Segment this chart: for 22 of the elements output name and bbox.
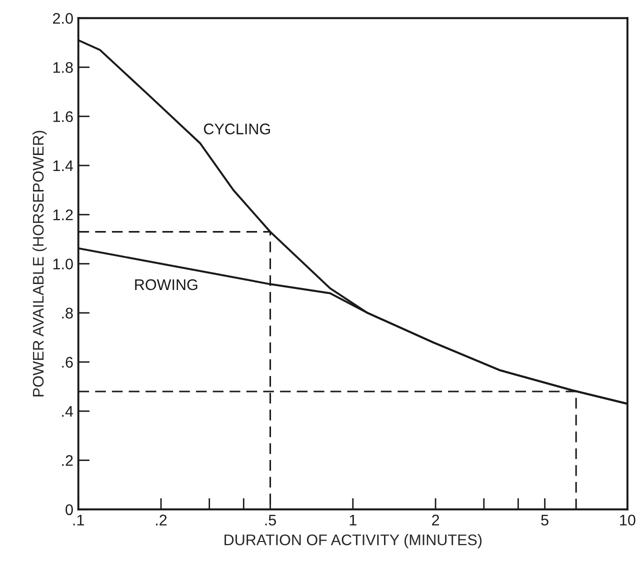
- y-tick-label: 1.6: [53, 111, 73, 122]
- x-tick-label: .1: [73, 514, 84, 526]
- series-label: ROWING: [135, 279, 198, 290]
- y-tick-label: .2: [62, 455, 73, 466]
- y-axis-title: POWER AVAILABLE (HORSEPOWER): [32, 130, 47, 396]
- series-label: CYCLING: [204, 124, 270, 134]
- y-tick-label: .4: [62, 406, 74, 417]
- y-tick-label: 1.2: [53, 209, 73, 220]
- x-tick-label: 2: [432, 514, 440, 526]
- y-tick-label: .8: [62, 308, 73, 319]
- y-tick-label: .6: [62, 356, 73, 368]
- y-tick-label: 2.0: [53, 12, 73, 24]
- x-tick-label: .5: [265, 514, 276, 526]
- y-tick-label: 1.0: [53, 258, 73, 270]
- x-tick-label: 5: [541, 514, 548, 526]
- y-tick-label: 1.8: [53, 62, 73, 73]
- x-tick-label: .2: [156, 514, 167, 526]
- y-tick-label: 0: [66, 504, 73, 516]
- x-tick-label: 10: [620, 514, 636, 526]
- y-tick-label: 1.4: [53, 160, 74, 172]
- x-axis-title: DURATION OF ACTIVITY (MINUTES): [224, 534, 482, 548]
- x-tick-label: 1: [350, 514, 356, 526]
